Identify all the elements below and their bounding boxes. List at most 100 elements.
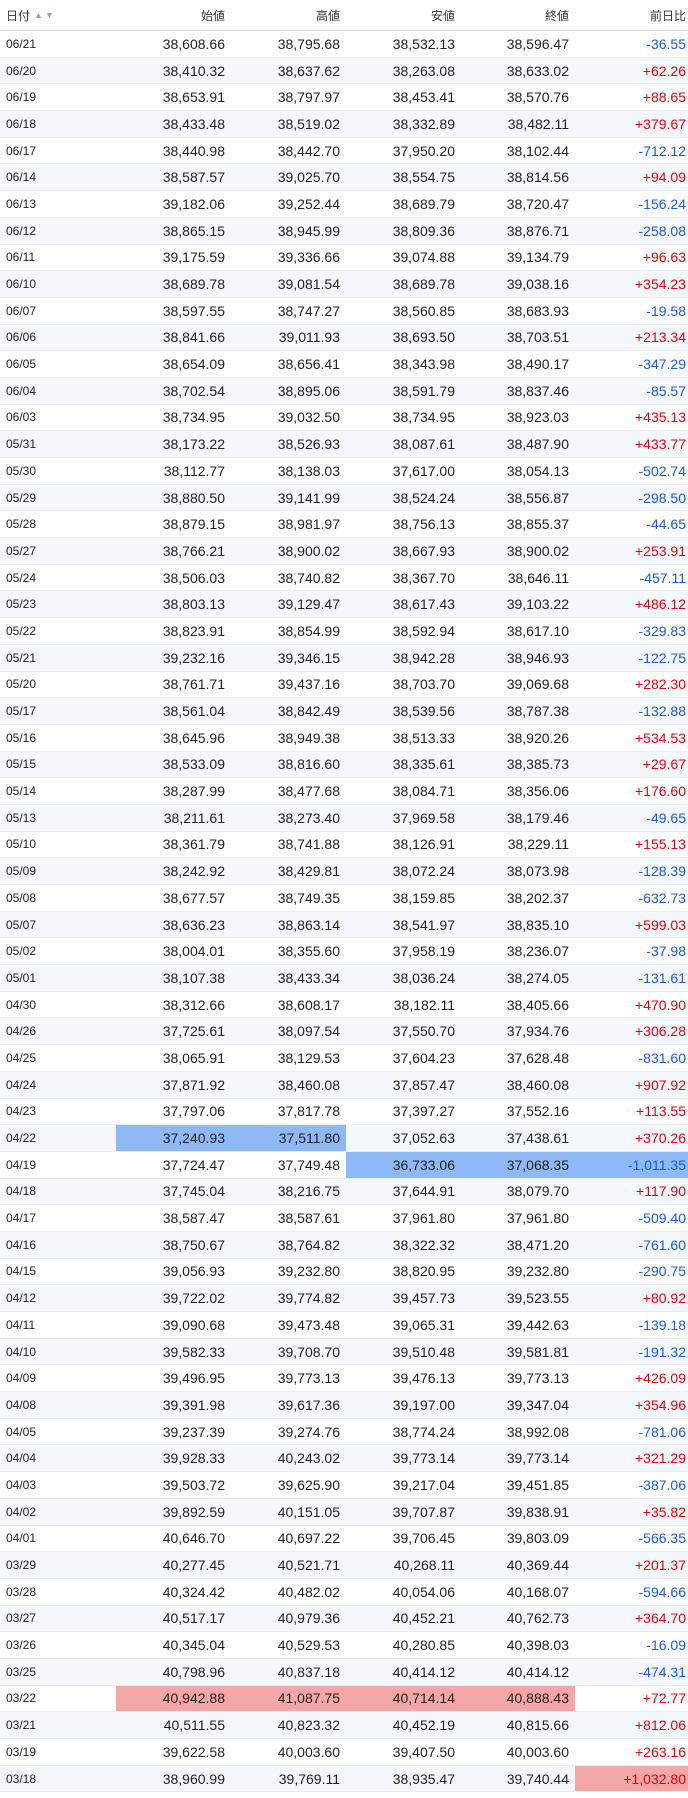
cell-date: 04/01	[6, 1531, 37, 1546]
cell-close: 38,683.93	[506, 302, 569, 319]
cell-change: +907.92	[635, 1076, 686, 1093]
cell-high: 38,608.17	[277, 996, 340, 1013]
cell-close: 37,438.61	[506, 1130, 569, 1147]
cell-date: 04/19	[6, 1157, 37, 1172]
cell-close: 39,523.55	[506, 1290, 569, 1307]
cell-open: 39,582.33	[162, 1343, 225, 1360]
cell-change: +379.67	[635, 115, 686, 132]
cell-date: 04/11	[6, 1317, 36, 1332]
cell-date: 05/20	[6, 677, 37, 692]
cell-low: 38,591.79	[392, 382, 455, 399]
table-row: 05/27 38,766.21 38,900.02 38,667.93 38,900.0…	[0, 538, 688, 565]
cell-high: 41,087.75	[231, 1685, 346, 1712]
header-close[interactable]: 終値	[544, 8, 569, 23]
cell-date: 04/10	[6, 1344, 37, 1359]
table-row: 04/02 39,892.59 40,151.05 39,707.87 39,838.9…	[0, 1498, 688, 1526]
header-change[interactable]: 前日比	[649, 8, 686, 23]
table-row: 03/27 40,517.17 40,979.36 40,452.21 40,762.7…	[0, 1605, 688, 1633]
cell-open: 40,798.96	[162, 1663, 225, 1680]
cell-close: 39,038.16	[506, 276, 569, 293]
table-row: 04/01 40,646.70 40,697.22 39,706.45 39,803.0…	[0, 1526, 688, 1553]
table-row: 03/26 40,345.04 40,529.53 40,280.85 40,398.0…	[0, 1632, 688, 1659]
cell-change: +435.13	[635, 409, 686, 426]
cell-high: 39,336.66	[277, 249, 340, 266]
cell-date: 05/31	[6, 437, 37, 452]
cell-low: 37,644.91	[392, 1183, 455, 1200]
cell-change: +364.70	[635, 1610, 686, 1627]
cell-low: 39,707.87	[392, 1503, 455, 1520]
cell-open: 38,004.01	[162, 943, 225, 960]
sort-icons[interactable]: ▲ ▼	[34, 10, 54, 20]
cell-change: -594.66	[638, 1583, 686, 1600]
header-high[interactable]: 高値	[315, 8, 340, 23]
cell-low: 37,550.70	[392, 1023, 455, 1040]
cell-date: 05/02	[6, 944, 37, 959]
cell-close: 38,073.98	[506, 863, 569, 880]
cell-change: -831.60	[638, 1049, 686, 1066]
table-row: 05/31 38,173.22 38,526.93 38,087.61 38,487.9…	[0, 431, 688, 458]
cell-close: 39,581.81	[506, 1343, 569, 1360]
sort-descending-icon[interactable]: ▼	[44, 10, 54, 20]
cell-change: -290.75	[638, 1263, 686, 1280]
cell-open: 38,766.21	[162, 542, 225, 559]
cell-date: 04/25	[6, 1050, 37, 1065]
cell-date: 04/24	[6, 1077, 37, 1092]
table-row: 05/16 38,645.96 38,949.38 38,513.33 38,920.2…	[0, 725, 688, 752]
cell-date: 04/09	[6, 1371, 37, 1386]
cell-open: 38,107.38	[162, 969, 225, 986]
header-low[interactable]: 安値	[430, 8, 455, 23]
cell-low: 39,074.88	[392, 249, 455, 266]
cell-open: 38,287.99	[162, 783, 225, 800]
cell-open: 37,871.92	[162, 1076, 225, 1093]
cell-open: 38,702.54	[162, 382, 225, 399]
cell-high: 39,011.93	[278, 329, 340, 346]
cell-close: 39,232.80	[506, 1263, 569, 1280]
cell-change: +1,032.80	[575, 1765, 688, 1792]
cell-close: 39,740.44	[506, 1770, 569, 1787]
cell-open: 39,090.68	[162, 1316, 225, 1333]
header-open[interactable]: 始値	[200, 8, 225, 23]
cell-change: -712.12	[638, 142, 686, 159]
table-row: 05/24 38,506.03 38,740.82 38,367.70 38,646.1…	[0, 565, 688, 592]
cell-high: 39,437.16	[277, 676, 340, 693]
header-date[interactable]: 日付 ▲ ▼	[0, 0, 116, 30]
cell-close: 39,773.13	[506, 1370, 569, 1387]
table-row: 04/03 39,503.72 39,625.90 39,217.04 39,451.8…	[0, 1472, 688, 1499]
cell-high: 39,274.76	[277, 1423, 340, 1440]
cell-date: 03/19	[6, 1744, 37, 1759]
cell-open: 37,745.04	[162, 1183, 225, 1200]
cell-low: 38,592.94	[392, 622, 455, 639]
table-row: 03/21 40,511.55 40,823.32 40,452.19 40,815.6…	[0, 1712, 688, 1739]
cell-low: 38,734.95	[392, 409, 455, 426]
cell-low: 38,453.41	[392, 89, 455, 106]
cell-high: 38,795.68	[277, 35, 340, 52]
table-row: 04/08 39,391.98 39,617.36 39,197.00 39,347.0…	[0, 1392, 688, 1419]
cell-change: -44.65	[646, 516, 686, 533]
cell-close: 38,079.70	[506, 1183, 569, 1200]
table-row: 04/26 37,725.61 38,097.54 37,550.70 37,934.7…	[0, 1018, 688, 1046]
table-row: 05/30 38,112.77 38,138.03 37,617.00 38,054.1…	[0, 458, 688, 485]
cell-high: 39,625.90	[277, 1476, 340, 1493]
cell-low: 39,706.45	[392, 1530, 455, 1547]
cell-close: 37,552.16	[506, 1103, 569, 1120]
table-row: 05/21 39,232.16 39,346.15 38,942.28 38,946.9…	[0, 644, 688, 672]
sort-ascending-icon[interactable]: ▲	[34, 10, 43, 20]
cell-change: +354.23	[635, 276, 686, 293]
cell-low: 37,617.00	[392, 462, 455, 479]
cell-open: 39,503.72	[162, 1476, 225, 1493]
cell-date: 05/23	[6, 597, 37, 612]
table-row: 04/19 37,724.47 37,749.48 36,733.06 37,068.3…	[0, 1151, 688, 1179]
cell-change: -347.29	[638, 356, 686, 373]
cell-close: 38,946.93	[506, 649, 569, 666]
cell-close: 38,236.07	[506, 943, 569, 960]
table-row: 03/18 38,960.99 39,769.11 38,935.47 39,740.4…	[0, 1765, 688, 1793]
cell-date: 06/20	[6, 63, 37, 78]
cell-low: 40,268.11	[393, 1557, 455, 1574]
cell-high: 40,529.53	[277, 1637, 340, 1654]
cell-date: 04/16	[6, 1237, 37, 1252]
cell-close: 38,460.08	[506, 1076, 569, 1093]
cell-close: 40,888.43	[461, 1685, 575, 1712]
cell-open: 38,750.67	[162, 1236, 225, 1253]
cell-date: 03/28	[6, 1584, 37, 1599]
table-row: 06/13 39,182.06 39,252.44 38,689.79 38,720.4…	[0, 191, 688, 218]
